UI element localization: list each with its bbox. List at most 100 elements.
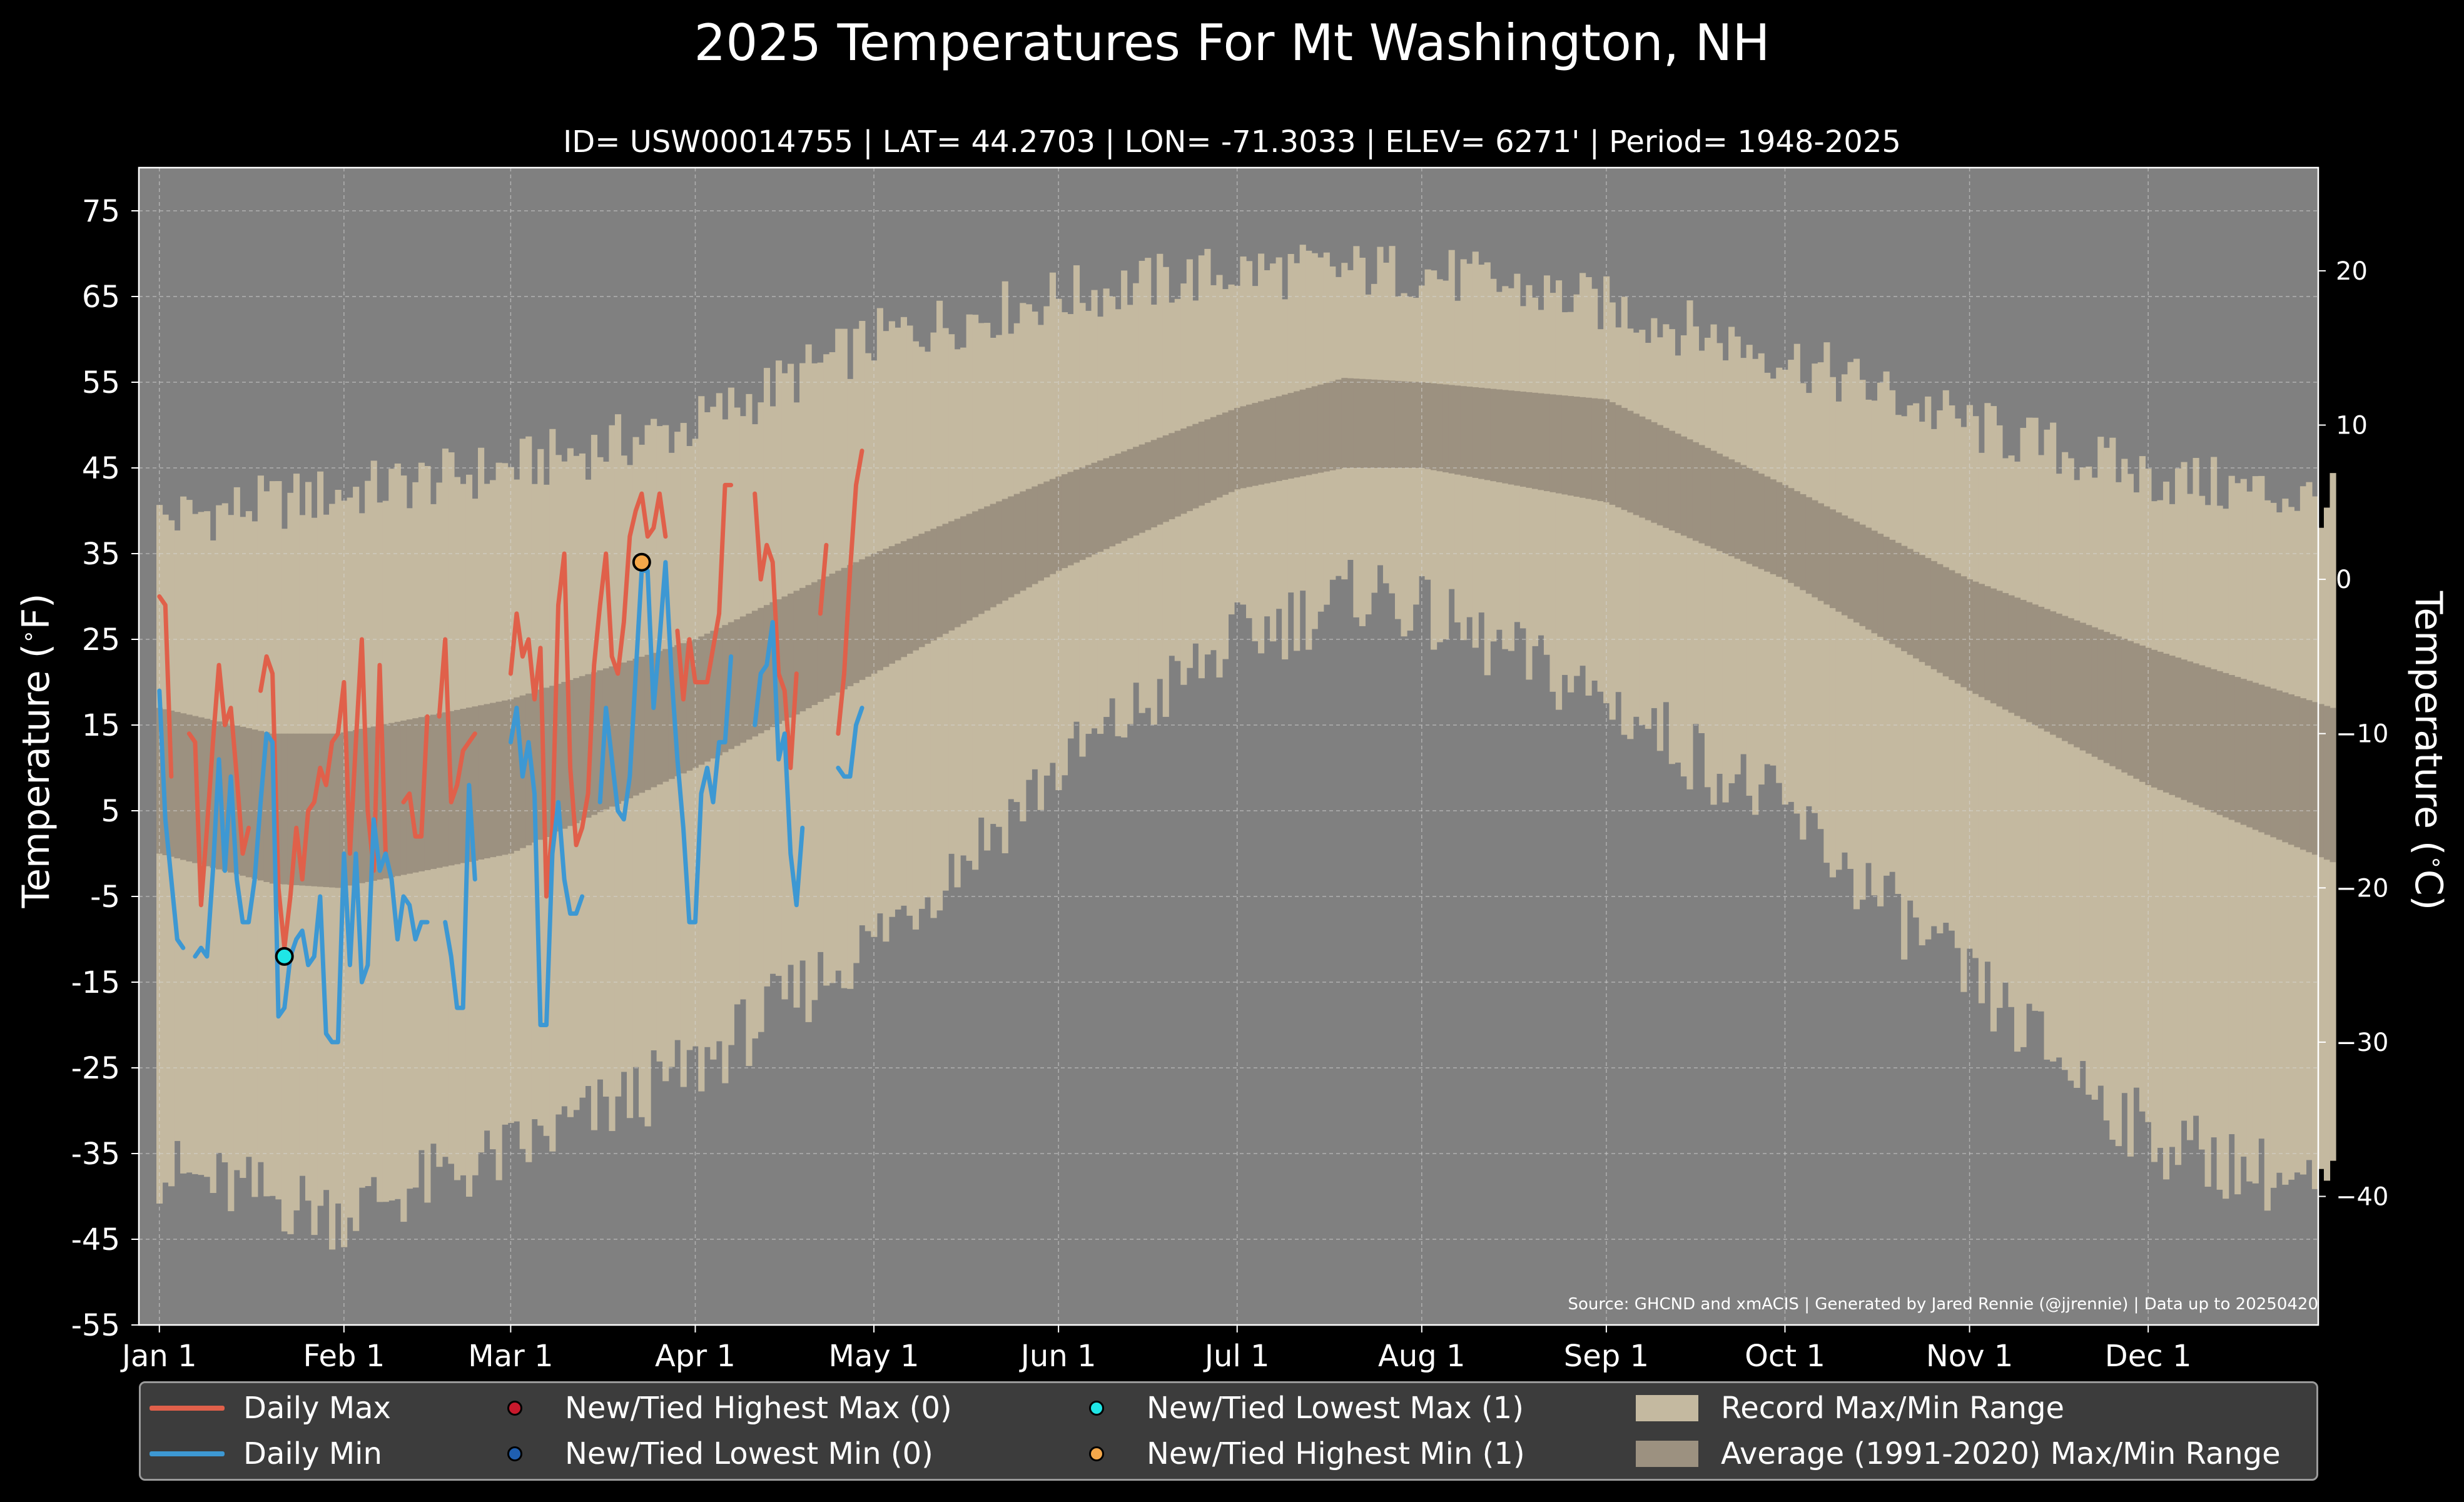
average-range-bar bbox=[1746, 468, 1753, 564]
average-range-bar bbox=[2181, 659, 2188, 800]
record-range-bar bbox=[1746, 345, 1753, 796]
average-range-bar bbox=[1192, 424, 1199, 509]
average-range-bar bbox=[2032, 604, 2039, 726]
record-range-bar bbox=[2139, 456, 2146, 1112]
average-range-bar bbox=[1615, 405, 1622, 508]
average-range-bar bbox=[788, 593, 794, 718]
average-range-bar bbox=[895, 544, 901, 661]
average-range-bar bbox=[1752, 470, 1759, 567]
average-range-bar bbox=[1198, 422, 1205, 506]
y-tick-label: -25 bbox=[71, 1051, 120, 1086]
average-range-bar bbox=[1306, 388, 1312, 475]
record-range-bar bbox=[2056, 474, 2062, 1058]
daily-min-line bbox=[836, 706, 864, 779]
average-range-bar bbox=[1817, 503, 1824, 601]
average-range-bar bbox=[2311, 702, 2319, 855]
y-tick-label: 65 bbox=[82, 280, 120, 315]
chart-subtitle: ID= USW00014755 | LAT= 44.2703 | LON= -7… bbox=[563, 124, 1901, 160]
chart-title: 2025 Temperatures For Mt Washington, NH bbox=[694, 14, 1770, 72]
average-range-bar bbox=[1258, 401, 1265, 485]
average-range-bar bbox=[1180, 428, 1187, 514]
average-range-bar bbox=[311, 733, 318, 886]
record-range-bar bbox=[2044, 429, 2051, 1060]
average-range-bar bbox=[1585, 397, 1592, 499]
record-range-bar bbox=[1680, 335, 1688, 777]
average-range-bar bbox=[1150, 440, 1157, 527]
daily-min-line bbox=[193, 731, 430, 1045]
average-range-bar bbox=[734, 619, 741, 746]
record-range-bar bbox=[1568, 312, 1574, 693]
average-range-bar bbox=[924, 531, 931, 644]
daily-min-line bbox=[443, 783, 477, 1010]
average-range-bar bbox=[1996, 591, 2003, 707]
average-range-bar bbox=[1919, 555, 1925, 662]
average-range-bar bbox=[293, 733, 300, 885]
average-range-bar bbox=[1966, 579, 1973, 691]
average-range-bar bbox=[1157, 437, 1164, 525]
average-range-bar bbox=[686, 641, 693, 771]
average-range-bar bbox=[2074, 620, 2081, 748]
average-range-bar bbox=[174, 712, 181, 859]
average-range-bar bbox=[412, 718, 419, 873]
average-range-bar bbox=[1519, 392, 1526, 487]
average-range-bar bbox=[996, 501, 1003, 604]
new-highest-max-marker bbox=[507, 1401, 522, 1416]
average-range-bar bbox=[1043, 481, 1050, 578]
y-tick-label: 25 bbox=[82, 622, 120, 657]
average-range-bar bbox=[1049, 479, 1056, 574]
average-range-bar bbox=[751, 611, 759, 737]
average-range-bar bbox=[680, 643, 687, 774]
average-range-bar bbox=[1508, 390, 1514, 485]
average-range-bar bbox=[1436, 383, 1443, 472]
average-range-bar bbox=[2097, 629, 2104, 760]
record-range-bar bbox=[2187, 494, 2194, 1140]
average-range-bar bbox=[1651, 422, 1658, 523]
x-tick-label: Aug 1 bbox=[1378, 1339, 1466, 1374]
average-range-bar bbox=[2228, 675, 2235, 820]
average-range-bar bbox=[245, 728, 252, 878]
average-range-bar bbox=[1323, 383, 1330, 472]
average-range-bar bbox=[1514, 391, 1521, 486]
record-range-bar bbox=[1901, 416, 1908, 960]
average-range-bar bbox=[490, 703, 497, 858]
average-range-bar bbox=[2216, 671, 2223, 815]
record-range-bar bbox=[1710, 324, 1717, 805]
average-range-bar bbox=[2276, 690, 2283, 840]
daily-min-line bbox=[508, 706, 585, 1027]
record-range-bar bbox=[1639, 330, 1646, 725]
average-range-bar bbox=[478, 705, 485, 860]
average-range-bar bbox=[704, 633, 711, 762]
daily-max-line bbox=[508, 491, 668, 899]
average-range-bar bbox=[2199, 665, 2206, 808]
record-range-bar bbox=[1549, 293, 1556, 692]
average-range-bar bbox=[1716, 454, 1723, 551]
legend-item-new-lowest-max: New/Tied Lowest Max (1) bbox=[1060, 1386, 1524, 1430]
record-range-bar bbox=[2151, 501, 2158, 1162]
average-range-bar bbox=[1294, 391, 1300, 478]
legend-label: New/Tied Lowest Max (1) bbox=[1147, 1391, 1524, 1426]
record-range-bar bbox=[1865, 399, 1872, 863]
average-range-bar bbox=[1204, 419, 1211, 503]
x-tick-label: Mar 1 bbox=[468, 1339, 553, 1374]
average-range-bar bbox=[2258, 684, 2265, 833]
average-range-bar bbox=[900, 541, 908, 657]
average-range-bar bbox=[2109, 634, 2116, 766]
average-range-bar bbox=[811, 582, 818, 706]
average-range-bar bbox=[472, 706, 479, 861]
legend: Daily Max Daily Min New/Tied Highest Max… bbox=[139, 1381, 2318, 1481]
average-range-bar bbox=[1115, 454, 1122, 544]
record-range-bar bbox=[2264, 500, 2271, 1211]
average-range-bar bbox=[1186, 426, 1193, 511]
y-right-tick-label: −10 bbox=[2336, 720, 2388, 749]
average-range-bar bbox=[287, 733, 294, 885]
record-range-bar bbox=[2174, 468, 2182, 1165]
average-range-bar bbox=[1311, 386, 1318, 474]
average-range-bar bbox=[698, 636, 705, 765]
average-range-bar bbox=[817, 579, 824, 703]
average-range-bar bbox=[275, 733, 282, 885]
average-range-bar bbox=[1835, 512, 1842, 612]
average-range-bar bbox=[2050, 611, 2057, 735]
record-range-bar bbox=[2246, 491, 2253, 1182]
average-range-bar bbox=[1704, 448, 1711, 546]
average-range-bar bbox=[1264, 399, 1270, 484]
